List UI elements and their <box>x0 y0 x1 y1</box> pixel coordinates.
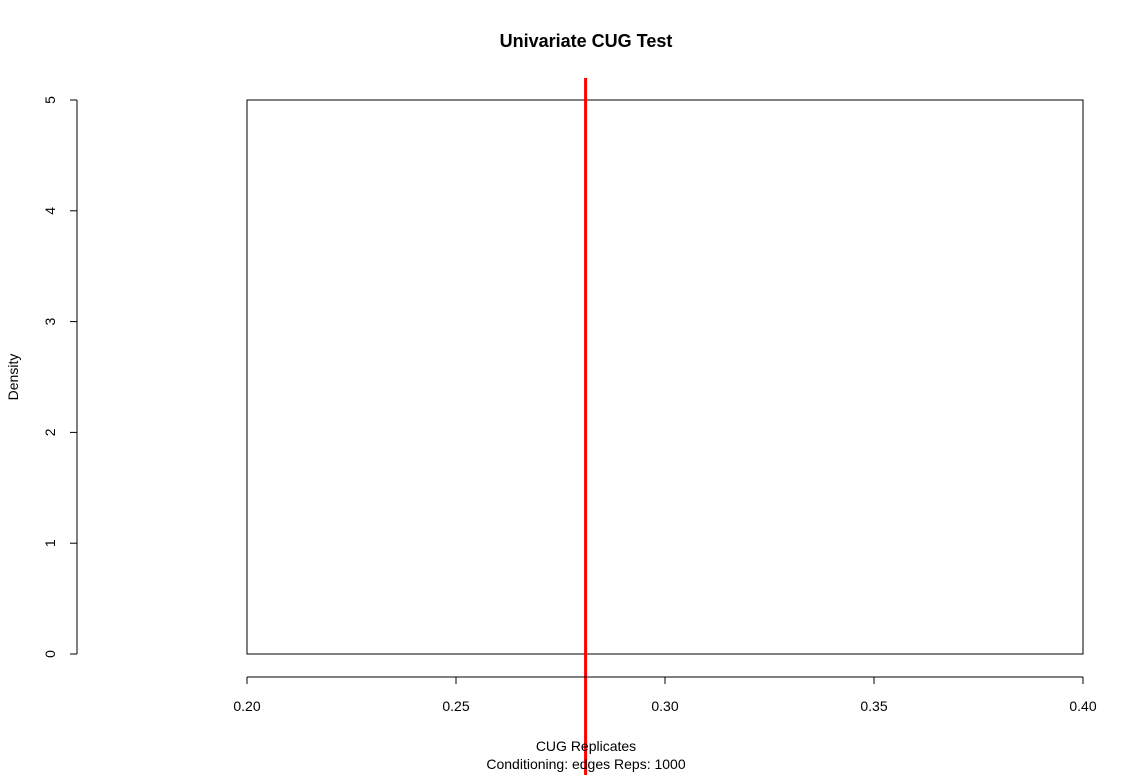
histogram-bars <box>246 99 1084 655</box>
y-tick-label: 1 <box>42 539 58 547</box>
x-tick-label: 0.30 <box>651 698 678 714</box>
y-tick-label: 5 <box>42 96 58 104</box>
x-tick-label: 0.20 <box>233 698 260 714</box>
y-tick-label: 4 <box>42 207 58 215</box>
x-tick-label: 0.25 <box>442 698 469 714</box>
histogram-bar-0 <box>246 99 1084 655</box>
y-axis: 0 1 2 3 4 5 <box>42 96 78 658</box>
y-axis-label: Density <box>5 354 21 401</box>
chart-title: Univariate CUG Test <box>500 31 673 51</box>
y-tick-label: 3 <box>42 317 58 325</box>
x-axis: 0.20 0.25 0.30 0.35 0.40 <box>233 676 1097 714</box>
x-axis-subtitle: Conditioning: edges Reps: 1000 <box>486 756 685 772</box>
x-tick-label: 0.40 <box>1069 698 1096 714</box>
y-tick-label: 2 <box>42 428 58 436</box>
y-tick-label: 0 <box>42 650 58 658</box>
x-axis-label: CUG Replicates <box>536 738 636 754</box>
x-tick-label: 0.35 <box>860 698 887 714</box>
